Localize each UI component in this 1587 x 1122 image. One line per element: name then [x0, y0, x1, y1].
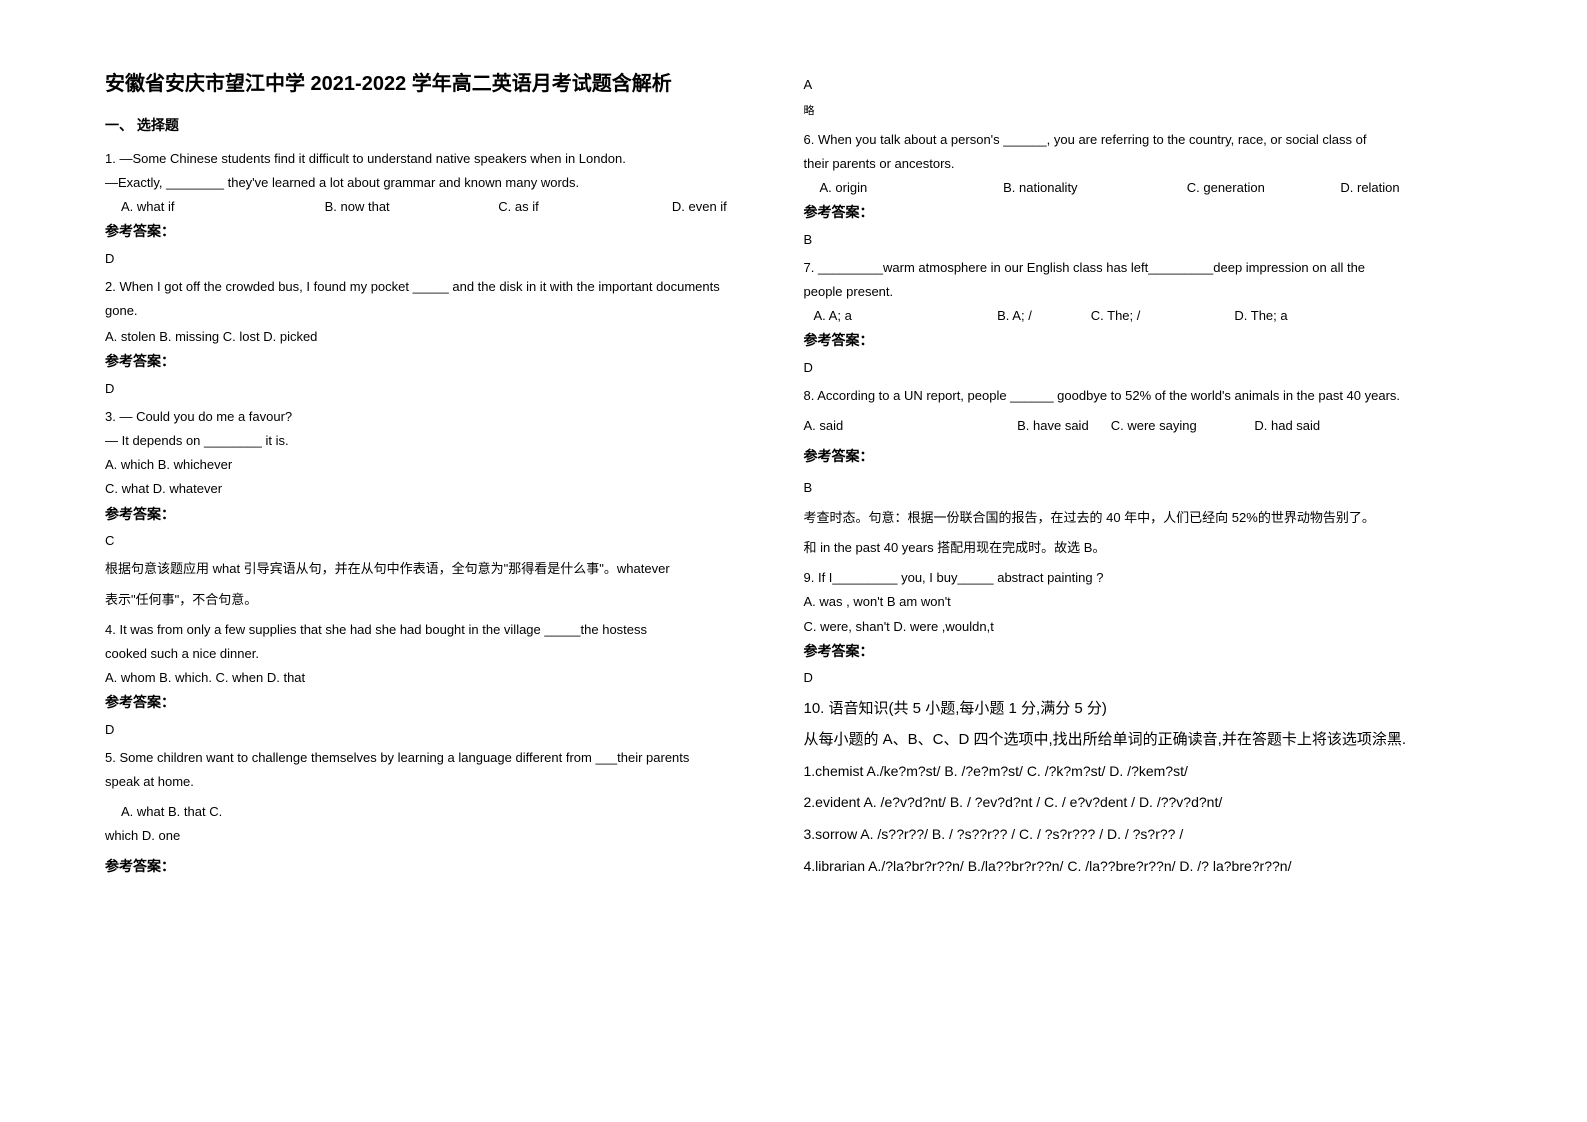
q10-item3: 3.sorrow A. /s??r??/ B. / ?s??r?? / C. /…	[804, 823, 1483, 847]
q10-item4: 4.librarian A./?la?br?r??n/ B./la??br?r?…	[804, 855, 1483, 879]
q2-text1: 2. When I got off the crowded bus, I fou…	[105, 276, 784, 298]
exam-title: 安徽省安庆市望江中学 2021-2022 学年高二英语月考试题含解析	[105, 70, 784, 98]
q3-optA: A. which	[105, 457, 154, 472]
q8-explain2: 和 in the past 40 years 搭配用现在完成时。故选 B。	[804, 537, 1483, 559]
q3-text2: — It depends on ________ it is.	[105, 430, 784, 452]
q9-text1: 9. If I_________ you, I buy_____ abstrac…	[804, 567, 1483, 589]
q1-optA: A. what if	[121, 196, 281, 218]
q2-text2: gone.	[105, 300, 784, 322]
q6-optB: B. nationality	[1003, 177, 1143, 199]
q5-optA: A. what	[121, 804, 164, 819]
q2-ans-label: 参考答案：	[105, 350, 784, 374]
q5-optD-prefix: which	[105, 828, 138, 843]
right-column: A 略 6. When you talk about a person's __…	[794, 70, 1493, 1052]
q1-ans-label: 参考答案：	[105, 220, 784, 244]
q9-ans: D	[804, 667, 1483, 689]
q7-text2: people present.	[804, 281, 1483, 303]
q2-ans: D	[105, 378, 784, 400]
q8-options: A. said B. have said C. were saying D. h…	[804, 415, 1483, 437]
q5-ans: A	[804, 74, 1483, 96]
q7-optC: C. The; /	[1091, 305, 1211, 327]
q4-text1: 4. It was from only a few supplies that …	[105, 619, 784, 641]
q10-item2: 2.evident A. /e?v?d?nt/ B. / ?ev?d?nt / …	[804, 791, 1483, 815]
q3-explain2: 表示"任何事"，不合句意。	[105, 589, 784, 611]
q5-text1: 5. Some children want to challenge thems…	[105, 747, 784, 769]
q8-ans-label: 参考答案：	[804, 445, 1483, 469]
q9-text3: C. were, shan't D. were ,wouldn,t	[804, 616, 1483, 638]
q5-text2: speak at home.	[105, 771, 784, 793]
q3-optD: D. whatever	[153, 481, 222, 496]
q8-optA: A. said	[804, 415, 974, 437]
q7-text1: 7. _________warm atmosphere in our Engli…	[804, 257, 1483, 279]
q4-text2: cooked such a nice dinner.	[105, 643, 784, 665]
q7-optB: B. A; /	[997, 305, 1077, 327]
q3-text1: 3. — Could you do me a favour?	[105, 406, 784, 428]
q3-optsAB: A. which B. whichever	[105, 454, 784, 476]
q7-optA: A. A; a	[814, 305, 954, 327]
q7-ans-label: 参考答案：	[804, 329, 1483, 353]
q9-text2: A. was , won't B am won't	[804, 591, 1483, 613]
q8-optC: C. were saying	[1111, 415, 1231, 437]
q8-text1: 8. According to a UN report, people ____…	[804, 385, 1483, 407]
q6-optC: C. generation	[1187, 177, 1297, 199]
q5-optC: C.	[209, 804, 222, 819]
q7-options: A. A; a B. A; / C. The; / D. The; a	[804, 305, 1483, 327]
q2-opts: A. stolen B. missing C. lost D. picked	[105, 326, 784, 348]
q6-options: A. origin B. nationality C. generation D…	[804, 177, 1483, 199]
q6-ans-label: 参考答案：	[804, 201, 1483, 225]
section-head: 一、 选择题	[105, 114, 784, 138]
q5-optB: B. that	[168, 804, 206, 819]
q4-ans-label: 参考答案：	[105, 691, 784, 715]
q3-ans-label: 参考答案：	[105, 503, 784, 527]
q1-optD: D. even if	[672, 196, 727, 218]
q5-extra: 略	[804, 102, 1483, 121]
q5-ans-label: 参考答案：	[105, 855, 784, 879]
q8-optB: B. have said	[1017, 415, 1097, 437]
q9-ans-label: 参考答案：	[804, 640, 1483, 664]
q3-optB: B. whichever	[158, 457, 232, 472]
q6-optA: A. origin	[820, 177, 960, 199]
q3-explain1: 根据句意该题应用 what 引导宾语从句，并在从句中作表语，全句意为"那得看是什…	[105, 558, 784, 580]
q3-optsCD: C. what D. whatever	[105, 478, 784, 500]
q8-explain1: 考查时态。句意：根据一份联合国的报告，在过去的 40 年中，人们已经向 52%的…	[804, 507, 1483, 529]
q10-instr: 从每小题的 A、B、C、D 四个选项中,找出所给单词的正确读音,并在答题卡上将该…	[804, 729, 1483, 752]
q4-opts: A. whom B. which. C. when D. that	[105, 667, 784, 689]
q7-optD: D. The; a	[1234, 305, 1287, 327]
q1-text2: —Exactly, ________ they've learned a lot…	[105, 172, 784, 194]
q6-ans: B	[804, 229, 1483, 251]
q8-optD: D. had said	[1254, 415, 1320, 437]
q5-optsABC: A. what B. that C.	[105, 801, 784, 823]
q1-optB: B. now that	[325, 196, 455, 218]
q5-optD: D. one	[142, 828, 180, 843]
q10-item1: 1.chemist A./ke?m?st/ B. /?e?m?st/ C. /?…	[804, 760, 1483, 784]
q4-ans: D	[105, 719, 784, 741]
q6-text2: their parents or ancestors.	[804, 153, 1483, 175]
left-column: 安徽省安庆市望江中学 2021-2022 学年高二英语月考试题含解析 一、 选择…	[95, 70, 794, 1052]
q7-ans: D	[804, 357, 1483, 379]
q5-optsD: which D. one	[105, 825, 784, 847]
q8-ans: B	[804, 477, 1483, 499]
q6-text1: 6. When you talk about a person's ______…	[804, 129, 1483, 151]
q1-text1: 1. —Some Chinese students find it diffic…	[105, 148, 784, 170]
q3-optC: C. what	[105, 481, 149, 496]
q3-ans: C	[105, 530, 784, 552]
q1-optC: C. as if	[498, 196, 628, 218]
q1-options: A. what if B. now that C. as if D. even …	[105, 196, 784, 218]
q6-optD: D. relation	[1340, 177, 1399, 199]
q1-ans: D	[105, 248, 784, 270]
q10-head: 10. 语音知识(共 5 小题,每小题 1 分,满分 5 分)	[804, 696, 1483, 722]
